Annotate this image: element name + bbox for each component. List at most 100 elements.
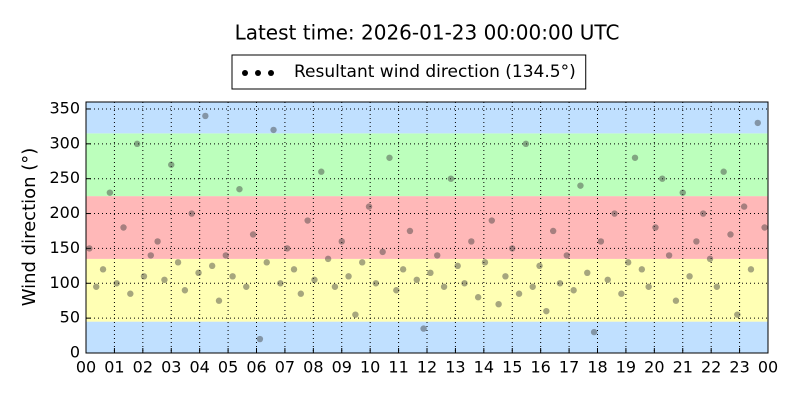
x-tick-label: 20 [644, 358, 664, 377]
point [283, 245, 291, 252]
point [529, 283, 536, 290]
point [86, 245, 93, 252]
point [652, 224, 659, 231]
legend-marker [255, 70, 261, 76]
point [133, 140, 141, 148]
chart-title: Latest time: 2026-01-23 00:00:00 UTC [235, 21, 620, 45]
background-band [86, 102, 768, 134]
point [590, 328, 598, 336]
point [372, 280, 380, 287]
point [290, 266, 298, 273]
point [543, 307, 550, 315]
point [174, 259, 182, 266]
y-tick-label: 200 [49, 203, 80, 222]
x-tick-label: 08 [303, 358, 323, 377]
point [99, 266, 107, 273]
point [120, 224, 127, 231]
point [734, 311, 741, 318]
x-tick-label: 03 [161, 358, 181, 377]
x-tick-label: 15 [502, 358, 522, 377]
x-tick-label: 10 [360, 358, 380, 377]
point [515, 290, 523, 297]
point [740, 203, 748, 210]
x-tick-label: 11 [388, 358, 408, 377]
point [563, 252, 571, 259]
point [447, 175, 455, 182]
point [474, 294, 482, 301]
point [127, 290, 134, 297]
x-tick-label: 00 [758, 358, 778, 377]
point [379, 248, 386, 256]
point [454, 262, 461, 270]
point [522, 140, 530, 148]
point [672, 297, 680, 304]
x-tick-label: 12 [417, 358, 437, 377]
point [161, 276, 168, 283]
point [413, 276, 420, 283]
plot-frame [85, 101, 769, 354]
point [352, 311, 359, 318]
point [556, 280, 564, 287]
point [147, 252, 154, 259]
point [686, 273, 693, 280]
legend-box [231, 54, 587, 90]
point [399, 266, 407, 273]
point [604, 276, 611, 283]
point [706, 255, 714, 263]
x-tick-label: 17 [559, 358, 579, 377]
point [202, 112, 209, 120]
point [713, 283, 721, 290]
x-tick-label: 21 [673, 358, 693, 377]
point [440, 283, 448, 290]
x-tick-label: 00 [76, 358, 96, 377]
x-tick-label: 01 [104, 358, 124, 377]
point [481, 259, 489, 266]
point [618, 290, 625, 297]
point [168, 161, 175, 168]
point [659, 175, 666, 182]
point [597, 238, 605, 245]
point [181, 287, 189, 294]
background-band [86, 196, 768, 259]
point [549, 227, 557, 235]
y-tick-label: 300 [49, 133, 80, 152]
x-tick-label: 22 [701, 358, 721, 377]
point [754, 119, 761, 127]
point [256, 335, 264, 343]
x-tick-label: 07 [275, 358, 295, 377]
point [277, 280, 284, 287]
point [420, 325, 427, 332]
legend-label: Resultant wind direction (134.5°) [294, 62, 576, 82]
y-tick-label: 150 [49, 238, 80, 257]
point [215, 297, 223, 304]
point [536, 262, 543, 270]
point [488, 217, 495, 224]
point [331, 283, 339, 290]
y-tick-label: 250 [49, 168, 80, 187]
point [154, 238, 161, 245]
point [345, 273, 352, 280]
x-tick-label: 02 [133, 358, 153, 377]
x-tick-label: 13 [445, 358, 465, 377]
legend: Resultant wind direction (134.5°) [231, 54, 587, 90]
x-tick-label: 06 [246, 358, 266, 377]
x-tick-label: 09 [332, 358, 352, 377]
point [324, 255, 332, 263]
point [222, 252, 230, 259]
point [665, 252, 673, 259]
point [468, 238, 475, 245]
y-tick-label: 50 [60, 308, 80, 327]
point [106, 189, 114, 196]
point [386, 154, 393, 161]
point [427, 269, 434, 277]
point [727, 231, 734, 238]
y-axis-label: Wind direction (°) [19, 148, 40, 307]
point [720, 168, 727, 175]
point [229, 273, 236, 280]
x-tick-label: 04 [189, 358, 209, 377]
point [679, 189, 686, 196]
point [631, 154, 639, 161]
y-tick-label: 100 [49, 273, 80, 292]
legend-marker [268, 70, 274, 76]
